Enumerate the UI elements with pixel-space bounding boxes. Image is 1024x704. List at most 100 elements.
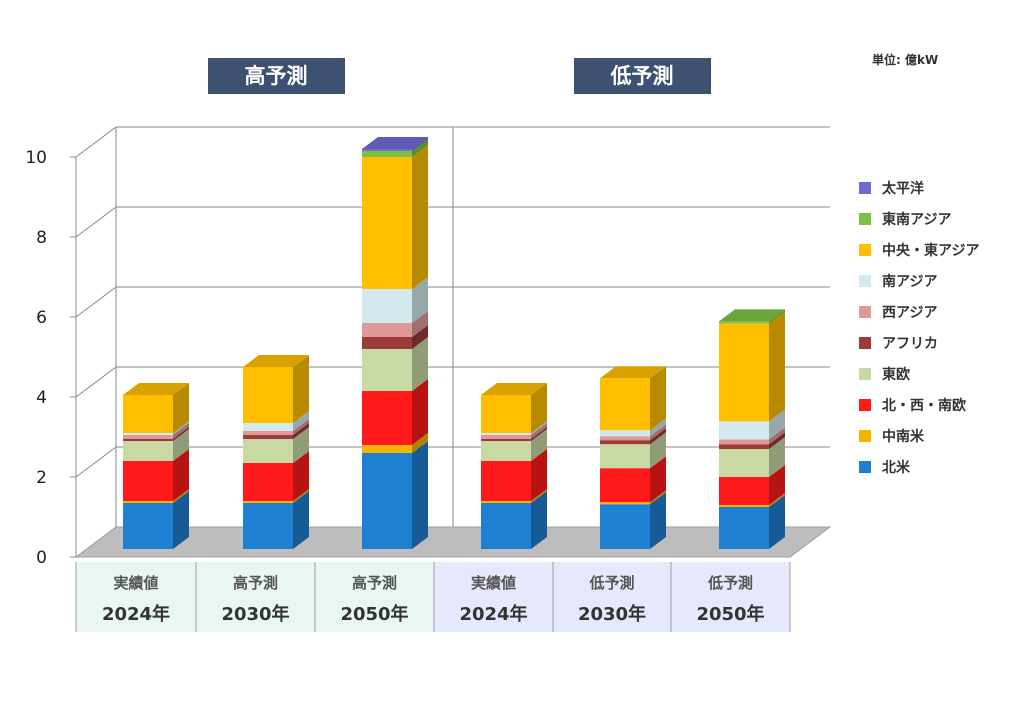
- x-category-cell: 実績値 2024年: [434, 562, 553, 632]
- bar-top: [362, 137, 428, 149]
- bar-side: [650, 492, 666, 549]
- bar-segment: [719, 437, 785, 477]
- legend-item: 太平洋: [859, 180, 924, 197]
- bar-side: [293, 491, 309, 549]
- bar-front: [719, 505, 769, 507]
- bar-front: [719, 477, 769, 505]
- bar-side: [412, 379, 428, 445]
- bar-side: [412, 441, 428, 549]
- bar-segment: [123, 449, 189, 501]
- bar-front: [362, 337, 412, 349]
- bar-front: [600, 504, 650, 549]
- bar-segment: [362, 277, 428, 323]
- gridline-diagonal: [75, 206, 117, 238]
- legend-item: アフリカ: [859, 336, 938, 352]
- legend-item: 中南米: [859, 428, 925, 445]
- bar-segment: [600, 428, 666, 445]
- gridline-diagonal: [75, 126, 117, 158]
- bar-front: [481, 461, 531, 501]
- bar-side: [173, 427, 189, 441]
- group-title-high: 高予測: [245, 64, 308, 88]
- bar-segment: [123, 491, 189, 549]
- gridline-diagonal: [75, 366, 117, 398]
- bar-front: [362, 149, 412, 151]
- bar-front: [123, 441, 173, 461]
- bar-side: [173, 449, 189, 501]
- bar-front: [123, 461, 173, 501]
- bar-side: [173, 383, 189, 433]
- bar-side: [531, 427, 547, 441]
- bar-side: [769, 409, 785, 440]
- bar-segment: [123, 421, 189, 435]
- x-category-label: 低予測: [707, 574, 753, 592]
- bar-top: [719, 309, 785, 322]
- bar-segment: [362, 441, 428, 549]
- bar-front: [362, 391, 412, 445]
- bar-segment: [719, 311, 785, 422]
- legend-label: 北米: [882, 459, 911, 476]
- bar-front: [600, 468, 650, 503]
- group-banner-high: [208, 58, 345, 94]
- x-category-year: 2050年: [340, 603, 408, 625]
- bar-segment: [481, 383, 547, 433]
- legend-label: 北・西・南欧: [882, 397, 966, 414]
- legend-swatch: [859, 337, 871, 349]
- legend-swatch: [859, 461, 871, 473]
- legend-label: 西アジア: [882, 305, 937, 321]
- bar-front: [362, 349, 412, 391]
- legend-swatch: [859, 213, 871, 225]
- x-category-bg: [671, 562, 790, 632]
- bars: [123, 137, 785, 549]
- bar-side: [412, 337, 428, 391]
- x-category-cell: 低予測 2050年: [671, 562, 790, 632]
- x-category-bg: [315, 562, 434, 632]
- legend-label: 中央・東アジア: [882, 242, 979, 259]
- bar-side: [769, 432, 785, 449]
- bar-segment: [481, 423, 547, 439]
- bar-front: [243, 431, 293, 435]
- y-axis-ticks: 0 2 4 6 8 10: [25, 148, 47, 568]
- legend-item: 北・西・南欧: [859, 397, 966, 414]
- bar-side: [769, 465, 785, 505]
- bar-front: [719, 449, 769, 477]
- bar-segment: [123, 429, 189, 461]
- bar-front: [362, 151, 412, 157]
- bar-segment: [362, 137, 428, 151]
- bar-front: [243, 423, 293, 431]
- bar-front: [243, 439, 293, 463]
- legend-item: 南アジア: [859, 273, 937, 290]
- legend-item: 中央・東アジア: [859, 242, 979, 259]
- x-category-label: 高予測: [352, 574, 397, 592]
- x-category-bg: [76, 562, 196, 632]
- legend-item: 北米: [859, 459, 911, 476]
- bar-segment: [719, 493, 785, 507]
- bar-side: [531, 383, 547, 433]
- bar-front: [719, 321, 769, 324]
- bar-side: [173, 421, 189, 435]
- bar-front: [719, 421, 769, 440]
- unit-label: 単位: 億kW: [872, 52, 938, 67]
- bar-segment: [362, 337, 428, 391]
- bar-front: [481, 435, 531, 439]
- bar-segment: [243, 489, 309, 503]
- legend-label: アフリカ: [882, 336, 938, 352]
- bar-segment: [243, 491, 309, 549]
- bar-segment: [719, 495, 785, 549]
- bar-side: [293, 423, 309, 439]
- x-category-year: 2050年: [696, 603, 764, 625]
- bar-side: [531, 423, 547, 439]
- bar-segment: [719, 432, 785, 449]
- bar-front: [481, 503, 531, 549]
- bar-side: [412, 137, 428, 151]
- bar-segment: [600, 424, 666, 441]
- bar-segment: [481, 489, 547, 503]
- bar-front: [600, 436, 650, 441]
- bar-segment: [243, 451, 309, 501]
- bar-segment: [481, 421, 547, 435]
- legend-swatch: [859, 368, 871, 380]
- bar-side: [173, 429, 189, 461]
- bar-segment: [481, 429, 547, 461]
- bar-front: [123, 439, 173, 441]
- x-category-label: 実績値: [113, 574, 158, 592]
